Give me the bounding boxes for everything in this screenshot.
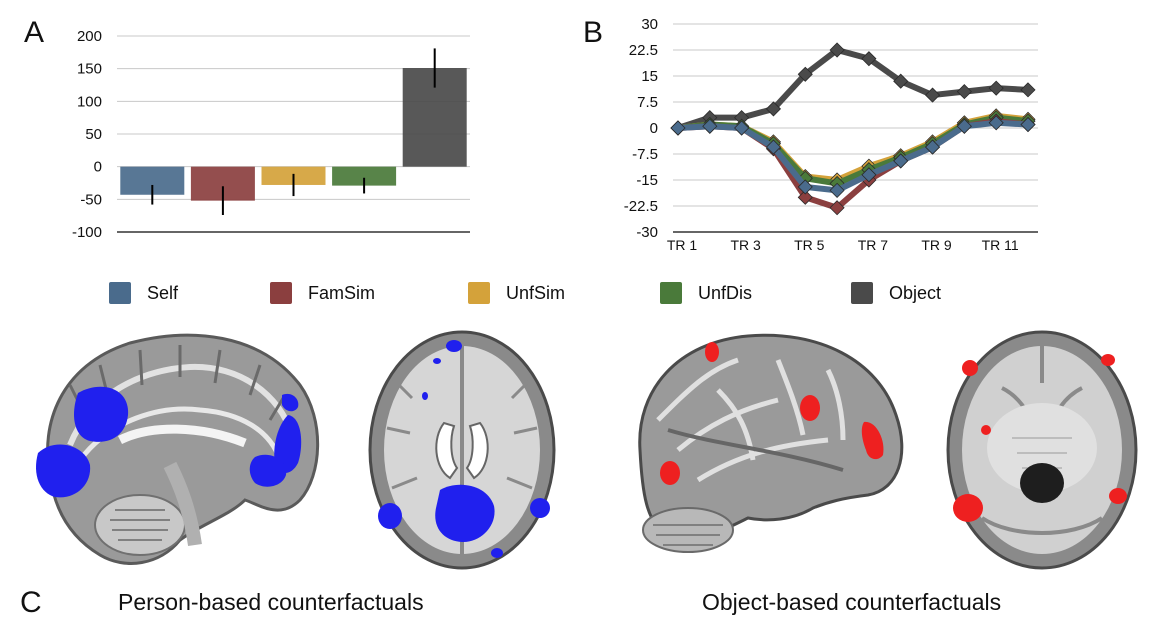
x-tick-label-3: TR 7 <box>858 237 889 253</box>
x-tick-label-5: TR 11 <box>982 237 1019 253</box>
point-object-3 <box>765 101 782 117</box>
point-object-7 <box>893 73 909 89</box>
legend-item-self: Self <box>109 279 178 307</box>
brain-image-axial-object <box>946 330 1138 570</box>
y-tick-label-1: 150 <box>77 61 102 78</box>
brain-image-sagittal-person <box>35 333 320 565</box>
y-tick-label-4: 0 <box>650 120 658 137</box>
caption-person-based: Person-based counterfactuals <box>118 589 424 615</box>
point-self-6 <box>861 167 877 183</box>
caption-object-based: Object-based counterfactuals <box>702 589 1002 615</box>
point-object-4 <box>797 66 813 82</box>
y-tick-label-2: 15 <box>641 68 658 85</box>
y-tick-label-3: 50 <box>85 126 102 143</box>
legend-swatch-famsim <box>270 282 292 304</box>
legend-item-unfdis: UnfDis <box>660 279 752 307</box>
x-tick-label-1: TR 3 <box>730 237 761 253</box>
legend-swatch-self <box>109 282 131 304</box>
bar-unfdis <box>332 166 397 186</box>
panel-label-b: B <box>583 16 604 49</box>
y-tick-label-1: 22.5 <box>629 42 658 59</box>
y-tick-label-0: 200 <box>77 28 102 45</box>
point-self-8 <box>924 139 941 155</box>
point-self-2 <box>734 120 750 136</box>
point-object-11 <box>1020 82 1036 98</box>
panel-label-c: C <box>20 586 42 619</box>
legend-item-famsim: FamSim <box>270 279 375 307</box>
series-line-famsim <box>677 118 1029 211</box>
point-object-6 <box>861 51 877 67</box>
point-famsim-4 <box>797 189 813 205</box>
y-tick-label-8: -30 <box>636 224 658 241</box>
y-tick-label-7: -22.5 <box>624 198 658 215</box>
legend-label-famsim: FamSim <box>308 282 375 303</box>
legend-item-object: Object <box>851 279 941 307</box>
legend-label-self: Self <box>147 282 179 303</box>
point-object-9 <box>956 84 972 100</box>
point-self-3 <box>765 139 782 155</box>
y-tick-label-4: 0 <box>94 159 102 176</box>
series-line-object <box>677 47 1029 131</box>
point-object-8 <box>924 87 941 103</box>
bar-chart: 200 150 100 50 0 -50 -100 <box>72 28 470 241</box>
legend-swatch-object <box>851 282 873 304</box>
brain-image-lateral-object <box>638 333 904 553</box>
legend-swatch-unfsim <box>468 282 490 304</box>
y-tick-label-3: 7.5 <box>637 94 658 111</box>
y-tick-label-5: -7.5 <box>632 146 658 163</box>
point-self-5 <box>829 182 845 198</box>
x-tick-label-4: TR 9 <box>921 237 952 253</box>
legend-item-unfsim: UnfSim <box>468 279 565 307</box>
point-object-10 <box>988 80 1004 96</box>
y-tick-label-5: -50 <box>80 191 102 208</box>
point-famsim-5 <box>829 200 845 216</box>
legend-swatch-unfdis <box>660 282 682 304</box>
legend-label-unfdis: UnfDis <box>698 282 753 303</box>
y-tick-label-6: -100 <box>72 224 102 241</box>
x-tick-label-2: TR 5 <box>794 237 825 253</box>
legend-label-unfsim: UnfSim <box>506 282 566 303</box>
point-self-11 <box>1020 116 1036 133</box>
point-self-0 <box>670 120 686 136</box>
y-tick-label-0: 30 <box>641 16 658 33</box>
line-chart: 30 22.5 15 7.5 0 -7.5 -15 -22.5 -30 TR 1 TR 3 TR 5 T… <box>624 16 1038 253</box>
y-tick-label-6: -15 <box>636 172 658 189</box>
point-self-10 <box>988 115 1004 131</box>
legend: Self FamSim UnfSim UnfDis Object <box>0 279 1161 307</box>
point-self-7 <box>893 153 909 169</box>
brain-image-axial-person <box>368 330 556 570</box>
point-self-9 <box>956 118 972 134</box>
point-self-4 <box>797 179 813 195</box>
legend-label-object: Object <box>889 282 942 303</box>
y-tick-label-2: 100 <box>77 93 102 110</box>
point-self-1 <box>702 118 718 134</box>
x-tick-label-0: TR 1 <box>667 237 698 253</box>
panel-label-a: A <box>24 16 45 49</box>
point-object-5 <box>829 42 845 58</box>
